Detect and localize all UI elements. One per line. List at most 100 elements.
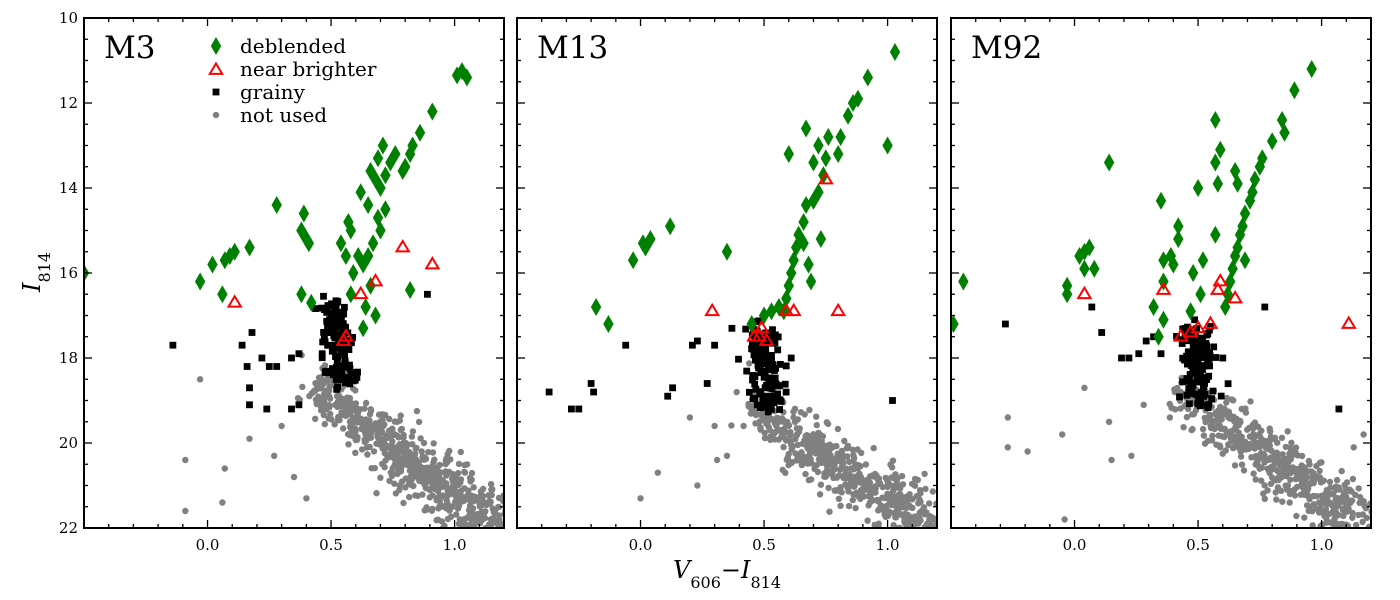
point-not-used	[1356, 499, 1363, 506]
point-deblended	[1289, 81, 1300, 100]
point-grainy	[326, 316, 333, 324]
point-not-used	[1334, 502, 1341, 510]
point-not-used	[713, 456, 721, 464]
point-deblended	[1234, 225, 1246, 244]
point-not-used	[1231, 462, 1239, 469]
point-not-used	[461, 468, 468, 476]
panel-m13: 0.0 0.5 1.0 M13	[516, 17, 949, 554]
point-not-used	[408, 476, 416, 483]
x-tick-label: 0.0	[1063, 536, 1087, 554]
point-grainy	[346, 361, 353, 369]
point-not-used	[1247, 398, 1254, 405]
point-not-used	[1059, 431, 1066, 438]
point-not-used	[1108, 456, 1115, 464]
point-not-used	[854, 446, 861, 453]
point-not-used	[1189, 425, 1196, 433]
point-grainy	[333, 359, 341, 367]
point-not-used	[1323, 515, 1330, 522]
point-grainy	[328, 323, 335, 331]
point-not-used	[807, 476, 815, 483]
point-not-used	[457, 448, 464, 456]
point-deblended	[1074, 247, 1085, 265]
point-deblended	[627, 251, 639, 270]
point-not-used	[792, 450, 799, 457]
point-not-used	[1284, 470, 1291, 477]
legend-marker-near-brighter	[208, 61, 224, 75]
point-not-used	[1272, 477, 1279, 484]
point-not-used	[1166, 414, 1174, 421]
point-not-used	[813, 413, 820, 420]
point-deblended	[451, 66, 463, 85]
point-grainy	[772, 365, 779, 372]
point-not-used	[339, 397, 346, 405]
point-grainy	[889, 397, 896, 404]
point-not-used	[1261, 452, 1268, 459]
point-deblended	[1215, 140, 1226, 159]
point-not-used	[364, 418, 371, 425]
point-near-brighter	[751, 328, 768, 342]
point-not-used	[444, 470, 451, 478]
point-grainy	[1189, 368, 1197, 375]
point-not-used	[1248, 454, 1255, 461]
point-not-used	[1218, 410, 1225, 417]
point-not-used	[294, 395, 302, 402]
point-grainy	[742, 325, 750, 333]
point-grainy	[755, 362, 762, 369]
point-grainy	[246, 384, 253, 392]
point-not-used	[886, 499, 893, 507]
point-grainy	[337, 344, 344, 352]
point-not-used	[1313, 462, 1320, 470]
x-tick-label: 0.5	[319, 536, 343, 554]
point-not-used	[686, 414, 694, 421]
point-not-used	[895, 491, 903, 498]
point-not-used	[876, 480, 884, 487]
point-not-used	[1273, 454, 1280, 461]
point-not-used	[1232, 433, 1239, 440]
point-not-used	[888, 464, 896, 471]
point-deblended	[786, 264, 797, 282]
point-not-used	[1212, 409, 1220, 416]
point-grainy	[764, 374, 772, 382]
point-not-used	[790, 414, 797, 421]
point-grainy	[334, 320, 341, 328]
point-near-brighter	[785, 302, 802, 317]
point-grainy	[288, 405, 295, 413]
point-grainy	[545, 388, 553, 396]
point-grainy	[1190, 338, 1197, 346]
legend-item: near brighter	[208, 57, 377, 81]
point-not-used	[943, 498, 949, 504]
point-not-used	[476, 534, 482, 540]
point-not-used	[321, 420, 328, 428]
point-grainy	[1335, 405, 1343, 413]
point-deblended	[781, 289, 792, 308]
point-deblended	[746, 315, 757, 333]
point-not-used	[814, 468, 822, 476]
point-deblended	[224, 247, 235, 265]
point-not-used	[1301, 514, 1308, 521]
point-grainy	[328, 300, 335, 308]
point-grainy	[664, 392, 672, 400]
point-not-used	[331, 421, 338, 428]
point-not-used	[637, 495, 644, 502]
point-not-used	[926, 515, 933, 523]
point-grainy	[332, 325, 339, 333]
point-grainy	[776, 382, 783, 389]
point-not-used	[813, 461, 821, 469]
point-deblended	[1232, 174, 1243, 193]
point-grainy	[318, 350, 326, 358]
point-grainy	[1183, 391, 1191, 399]
point-not-used	[1365, 523, 1371, 528]
point-not-used	[1272, 489, 1279, 496]
point-not-used	[342, 404, 349, 412]
point-not-used	[488, 491, 495, 499]
point-not-used	[789, 443, 796, 450]
point-not-used	[1320, 497, 1328, 505]
point-not-used	[757, 424, 764, 431]
point-near-brighter	[1190, 319, 1206, 334]
point-not-used	[936, 531, 942, 537]
point-not-used	[861, 486, 868, 494]
point-not-used	[827, 451, 834, 459]
point-not-used	[916, 509, 923, 516]
point-grainy	[1189, 382, 1197, 389]
point-not-used	[1356, 493, 1364, 501]
